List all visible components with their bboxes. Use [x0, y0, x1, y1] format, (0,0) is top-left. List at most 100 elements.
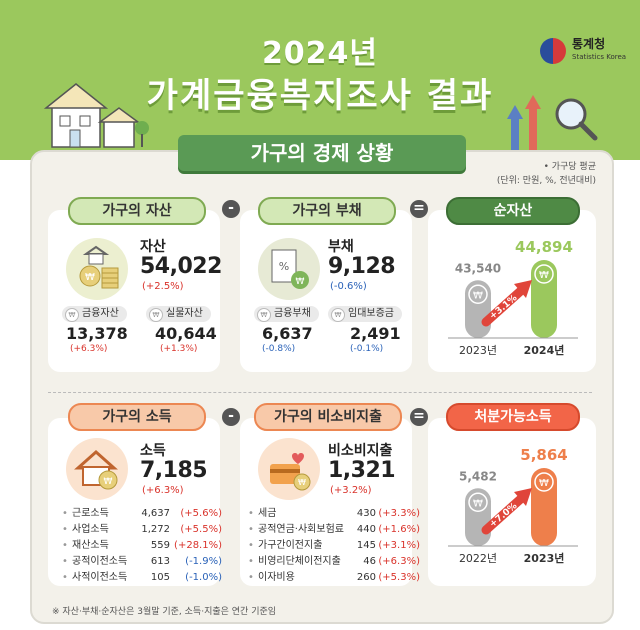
- debt-document-icon: % ₩: [271, 249, 309, 289]
- won-symbol: ₩: [539, 270, 549, 281]
- org-name-en: Statistics Korea: [572, 53, 627, 61]
- income-item-change: (+28.1%): [174, 540, 222, 551]
- disposable-growth-rate: +7.0%: [488, 501, 519, 530]
- income-item-row: • 공적이전소득 613 (-1.9%): [62, 554, 222, 570]
- assets-sub-value-1: 40,644: [155, 324, 217, 343]
- debt-label: 부채: [328, 239, 354, 255]
- disposable-income-chart: ₩5,482 2022년 ₩5,864 2023년 +7.0%: [448, 446, 578, 565]
- org-name: 통계청: [572, 37, 606, 51]
- nonconsumption-icon: ₩: [258, 438, 320, 500]
- nonconsumption-item-change: (+5.3%): [378, 572, 420, 583]
- org-logo: 통계청 Statistics Korea: [540, 38, 626, 64]
- income-change: (+6.3%): [142, 485, 184, 496]
- coin-icon: [534, 264, 554, 284]
- won-symbol: ₩: [539, 478, 549, 489]
- nonconsumption-change: (+3.2%): [330, 485, 372, 496]
- equals-operator: =: [410, 200, 428, 218]
- growth-arrows-illustration: [507, 95, 598, 152]
- nonconsumption-item-bullet: •: [248, 556, 254, 567]
- assets-pill: 가구의 자산: [68, 197, 206, 225]
- disposable-arrowhead-icon: [514, 488, 532, 506]
- svg-text:₩: ₩: [298, 478, 306, 487]
- assets-value: 54,022: [140, 254, 222, 279]
- net-assets-bar: [465, 280, 491, 338]
- won-symbol: ₩: [473, 290, 483, 301]
- nonconsumption-item-name: 이자비용: [258, 572, 295, 583]
- nonconsumption-item-row: • 비영리단체이전지출 46 (+6.3%): [248, 554, 420, 570]
- debt-sub-tag-0: ₩ 금융부채: [254, 306, 319, 322]
- year-title: 2024년: [261, 36, 379, 71]
- nonconsumption-item-value: 440: [356, 524, 376, 535]
- coin-icon: ₩: [149, 308, 163, 322]
- income-item-row: • 근로소득 4,637 (+5.6%): [62, 506, 222, 522]
- disposable-value-label: 5,482: [459, 469, 497, 483]
- disposable-growth-arrow: [481, 491, 529, 535]
- income-item-name: 공적이전소득: [72, 556, 128, 567]
- income-item-change: (-1.0%): [185, 572, 222, 583]
- nonconsumption-value: 1,321: [328, 458, 396, 483]
- svg-text:₩: ₩: [85, 272, 95, 283]
- nonconsumption-item-bullet: •: [248, 524, 254, 535]
- nonconsumption-item-name: 비영리단체이전지출: [258, 556, 341, 567]
- net-assets-value-label: 43,540: [455, 261, 501, 275]
- nonconsumption-item-name: 공적연금·사회보험료: [258, 524, 344, 535]
- debt-sub-change-1: (-0.1%): [350, 344, 384, 354]
- income-item-bullet: •: [62, 572, 68, 583]
- section-title: 가구의 경제 상황: [178, 135, 466, 171]
- income-value: 7,185: [140, 458, 208, 483]
- nonconsumption-item-bullet: •: [248, 508, 254, 519]
- nonconsumption-item-bullet: •: [248, 540, 254, 551]
- nonconsumption-item-row: • 이자비용 260 (+5.3%): [248, 570, 420, 586]
- nonconsumption-item-row: • 공적연금·사회보험료 440 (+1.6%): [248, 522, 420, 538]
- debt-sub-value-0: 6,637: [262, 324, 313, 343]
- income-item-value: 1,272: [141, 524, 170, 535]
- unit-note: • 가구당 평균 (단위: 만원, %, 전년대비): [496, 162, 596, 186]
- income-item-name: 사적이전소득: [72, 572, 128, 583]
- nonconsumption-item-name: 세금: [258, 508, 277, 519]
- main-title: 가계금융복지조사 결과: [146, 76, 494, 116]
- coins-house-icon: ₩: [79, 245, 119, 289]
- svg-text:₩: ₩: [104, 477, 113, 487]
- income-item-value: 613: [150, 556, 170, 567]
- disposable-category-label: 2023년: [524, 551, 565, 565]
- income-item-change: (+5.6%): [180, 508, 222, 519]
- assets-sub-change-1: (+1.3%): [160, 344, 198, 354]
- section-divider: [48, 392, 592, 393]
- debt-value: 9,128: [328, 254, 396, 279]
- nonconsumption-item-bullet: •: [248, 572, 254, 583]
- income-item-value: 4,637: [141, 508, 170, 519]
- minus-operator: -: [222, 200, 240, 218]
- coin-icon: [534, 472, 554, 492]
- coin-icon: ₩: [331, 308, 345, 322]
- assets-sub-tag-1: ₩ 실물자산: [146, 306, 211, 322]
- svg-text:₩: ₩: [296, 277, 305, 287]
- income-item-bullet: •: [62, 540, 68, 551]
- income-item-change: (-1.9%): [185, 556, 222, 567]
- income-item-bullet: •: [62, 508, 68, 519]
- income-item-row: • 사적이전소득 105 (-1.0%): [62, 570, 222, 586]
- nonconsumption-item-change: (+3.3%): [378, 508, 420, 519]
- income-item-row: • 재산소득 559 (+28.1%): [62, 538, 222, 554]
- nonconsumption-item-row: • 가구간이전지출 145 (+3.1%): [248, 538, 420, 554]
- nonconsumption-item-value: 260: [356, 572, 376, 583]
- debt-pill: 가구의 부채: [258, 197, 396, 225]
- assets-sub-tag-0: ₩ 금융자산: [62, 306, 127, 322]
- income-item-bullet: •: [62, 524, 68, 535]
- card-heart-icon: ₩: [270, 453, 311, 491]
- house-coin-icon: ₩: [74, 449, 118, 490]
- coin-icon: [468, 492, 488, 513]
- svg-text:%: %: [279, 260, 289, 273]
- debt-icon: % ₩: [258, 238, 320, 300]
- taegeuk-logo-icon: [540, 38, 566, 64]
- coin-icon: ₩: [65, 308, 79, 322]
- assets-change: (+2.5%): [142, 281, 184, 292]
- debt-sub-change-0: (-0.8%): [262, 344, 296, 354]
- assets-sub-change-0: (+6.3%): [70, 344, 108, 354]
- net-assets-arrowhead-icon: [514, 280, 532, 298]
- nonconsumption-item-change: (+1.6%): [378, 524, 420, 535]
- footnote: ※ 자산·부채·순자산은 3월말 기준, 소득·지출은 연간 기준임: [52, 607, 277, 617]
- coin-icon: ₩: [257, 308, 271, 322]
- income-item-row: • 사업소득 1,272 (+5.5%): [62, 522, 222, 538]
- debt-sub-tag-1: ₩ 임대보증금: [328, 306, 402, 322]
- net-assets-growth-arrow: [481, 283, 529, 327]
